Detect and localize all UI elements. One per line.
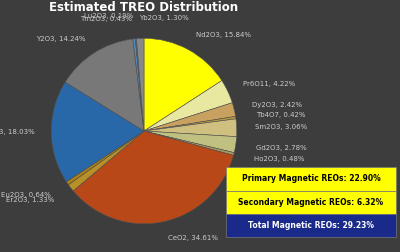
Wedge shape	[68, 131, 144, 191]
Wedge shape	[144, 81, 232, 131]
Text: Nd2O3, 15.84%: Nd2O3, 15.84%	[196, 32, 251, 38]
Wedge shape	[51, 82, 144, 182]
Wedge shape	[144, 38, 222, 131]
Text: Ho2O3, 0.48%: Ho2O3, 0.48%	[254, 156, 304, 162]
Wedge shape	[144, 119, 237, 137]
Wedge shape	[135, 39, 144, 131]
Text: Yb2O3, 1.30%: Yb2O3, 1.30%	[139, 15, 189, 21]
Text: Y2O3, 14.24%: Y2O3, 14.24%	[36, 36, 85, 42]
Text: Lu2O3, 0.19%: Lu2O3, 0.19%	[84, 13, 134, 19]
Text: CeO2, 34.61%: CeO2, 34.61%	[168, 235, 218, 241]
Text: Er2O3, 1.33%: Er2O3, 1.33%	[6, 197, 54, 203]
Text: Tm2O3, 0.43%: Tm2O3, 0.43%	[80, 16, 132, 22]
Text: Dy2O3, 2.42%: Dy2O3, 2.42%	[252, 102, 302, 108]
Text: Primary Magnetic REOs: 22.90%: Primary Magnetic REOs: 22.90%	[242, 174, 380, 183]
Wedge shape	[144, 103, 236, 131]
Wedge shape	[66, 131, 144, 185]
Text: Secondary Magnetic REOs: 6.32%: Secondary Magnetic REOs: 6.32%	[238, 198, 384, 207]
Title: Estimated TREO Distribution: Estimated TREO Distribution	[50, 1, 238, 14]
Wedge shape	[144, 116, 236, 131]
Wedge shape	[133, 39, 144, 131]
Text: Eu2O3, 0.64%: Eu2O3, 0.64%	[1, 192, 50, 198]
Text: Total Magnetic REOs: 29.23%: Total Magnetic REOs: 29.23%	[248, 221, 374, 230]
Text: Pr6O11, 4.22%: Pr6O11, 4.22%	[243, 81, 295, 87]
Text: Gd2O3, 2.78%: Gd2O3, 2.78%	[256, 145, 307, 151]
Wedge shape	[73, 131, 234, 224]
Text: Tb4O7, 0.42%: Tb4O7, 0.42%	[256, 112, 306, 118]
Wedge shape	[144, 131, 234, 155]
Wedge shape	[136, 38, 144, 131]
Wedge shape	[144, 131, 236, 153]
Text: La2O3, 18.03%: La2O3, 18.03%	[0, 129, 34, 135]
Text: Sm2O3, 3.06%: Sm2O3, 3.06%	[255, 124, 308, 130]
Wedge shape	[65, 39, 144, 131]
